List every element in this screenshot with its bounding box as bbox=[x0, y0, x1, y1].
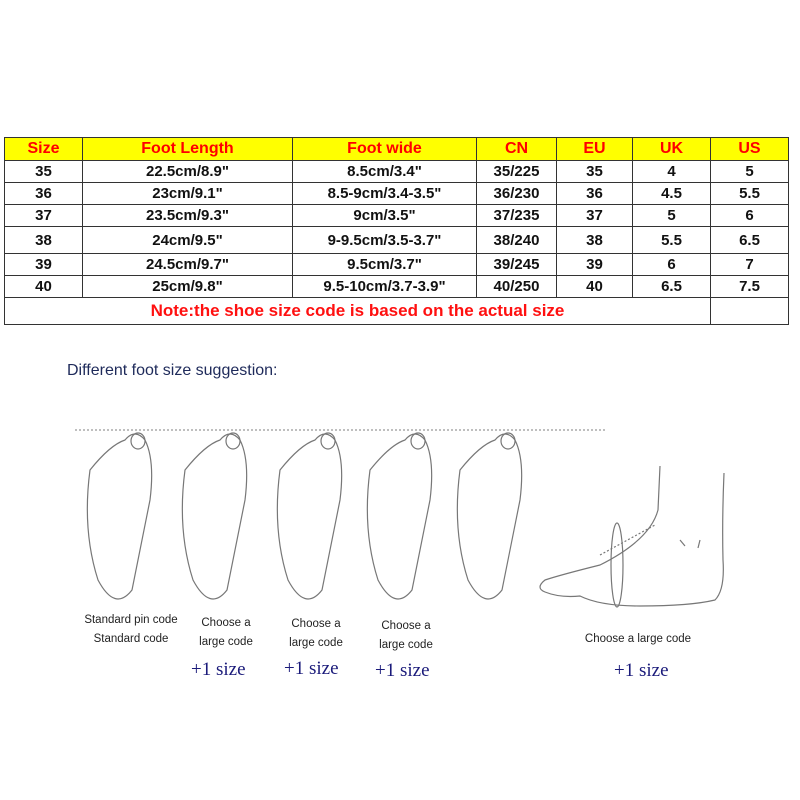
big-toe bbox=[225, 432, 241, 450]
header-cn: CN bbox=[476, 137, 557, 161]
label-line: large code bbox=[199, 636, 253, 648]
table-cell: 9-9.5cm/3.5-3.7" bbox=[292, 226, 477, 254]
label-line: large code bbox=[379, 639, 433, 651]
foot-outline bbox=[456, 433, 523, 600]
table-row: 39 24.5cm/9.7" 9.5cm/3.7" 39/245 39 6 7 bbox=[4, 253, 789, 276]
table-cell: 5.5 bbox=[632, 226, 711, 254]
foot-outline bbox=[86, 433, 153, 600]
table-cell: 24.5cm/9.7" bbox=[82, 253, 293, 276]
label-line: Standard pin code bbox=[84, 614, 178, 626]
label-line: Choose a bbox=[381, 620, 431, 632]
header-foot-wide: Foot wide bbox=[292, 137, 477, 161]
empty-cell bbox=[710, 297, 789, 325]
note-row: Note:the shoe size code is based on the … bbox=[4, 297, 789, 325]
table-cell: 23cm/9.1" bbox=[82, 182, 293, 205]
big-toe bbox=[500, 432, 516, 450]
table-row: 37 23.5cm/9.3" 9cm/3.5" 37/235 37 5 6 bbox=[4, 204, 789, 227]
table-cell: 37/235 bbox=[476, 204, 557, 227]
table-cell: 4.5 bbox=[632, 182, 711, 205]
table-cell: 7.5 bbox=[710, 275, 789, 298]
label-line: Choose a large code bbox=[584, 633, 692, 645]
label-long-second-toe: Choose a large code bbox=[276, 615, 356, 653]
note-text: Note:the shoe size code is based on the … bbox=[4, 297, 711, 325]
label-standard: Standard pin code Standard code bbox=[76, 611, 186, 649]
table-cell: 40/250 bbox=[476, 275, 557, 298]
plus-size-4: +1 size bbox=[614, 660, 669, 681]
foot-outline bbox=[366, 433, 433, 600]
label-line: large code bbox=[289, 637, 343, 649]
foot-outline bbox=[276, 433, 343, 600]
header-size: Size bbox=[4, 137, 83, 161]
table-cell: 37 bbox=[556, 204, 633, 227]
plus-size-1: +1 size bbox=[191, 659, 246, 680]
table-cell: 39/245 bbox=[476, 253, 557, 276]
header-us: US bbox=[710, 137, 789, 161]
table-cell: 8.5-9cm/3.4-3.5" bbox=[292, 182, 477, 205]
label-line: Standard code bbox=[93, 633, 169, 645]
label-long-toe: Choose a large code bbox=[186, 614, 266, 652]
big-toe bbox=[130, 432, 146, 450]
label-high-instep: Choose a large code bbox=[568, 630, 708, 649]
table-cell: 23.5cm/9.3" bbox=[82, 204, 293, 227]
big-toe bbox=[410, 432, 426, 450]
side-foot-illustration bbox=[539, 465, 725, 608]
table-row: 38 24cm/9.5" 9-9.5cm/3.5-3.7" 38/240 38 5.5 6.… bbox=[4, 226, 789, 254]
foot-outline bbox=[181, 433, 248, 600]
plus-size-2: +1 size bbox=[284, 658, 339, 679]
table-row: 40 25cm/9.8" 9.5-10cm/3.7-3.9" 40/250 40 6.5 7… bbox=[4, 275, 789, 298]
table-header: Size Foot Length Foot wide CN EU UK US bbox=[4, 137, 789, 161]
label-line: Choose a bbox=[201, 617, 251, 629]
size-table: Size Foot Length Foot wide CN EU UK US 3… bbox=[4, 137, 789, 325]
suggestion-title: Different foot size suggestion: bbox=[67, 362, 278, 379]
plus-size-3: +1 size bbox=[375, 660, 430, 681]
header-eu: EU bbox=[556, 137, 633, 161]
label-line: Choose a bbox=[291, 618, 341, 630]
label-wide-foot: Choose a large code bbox=[366, 617, 446, 655]
big-toe bbox=[320, 432, 336, 450]
table-row: 35 22.5cm/8.9" 8.5cm/3.4" 35/225 35 4 5 bbox=[4, 160, 789, 183]
